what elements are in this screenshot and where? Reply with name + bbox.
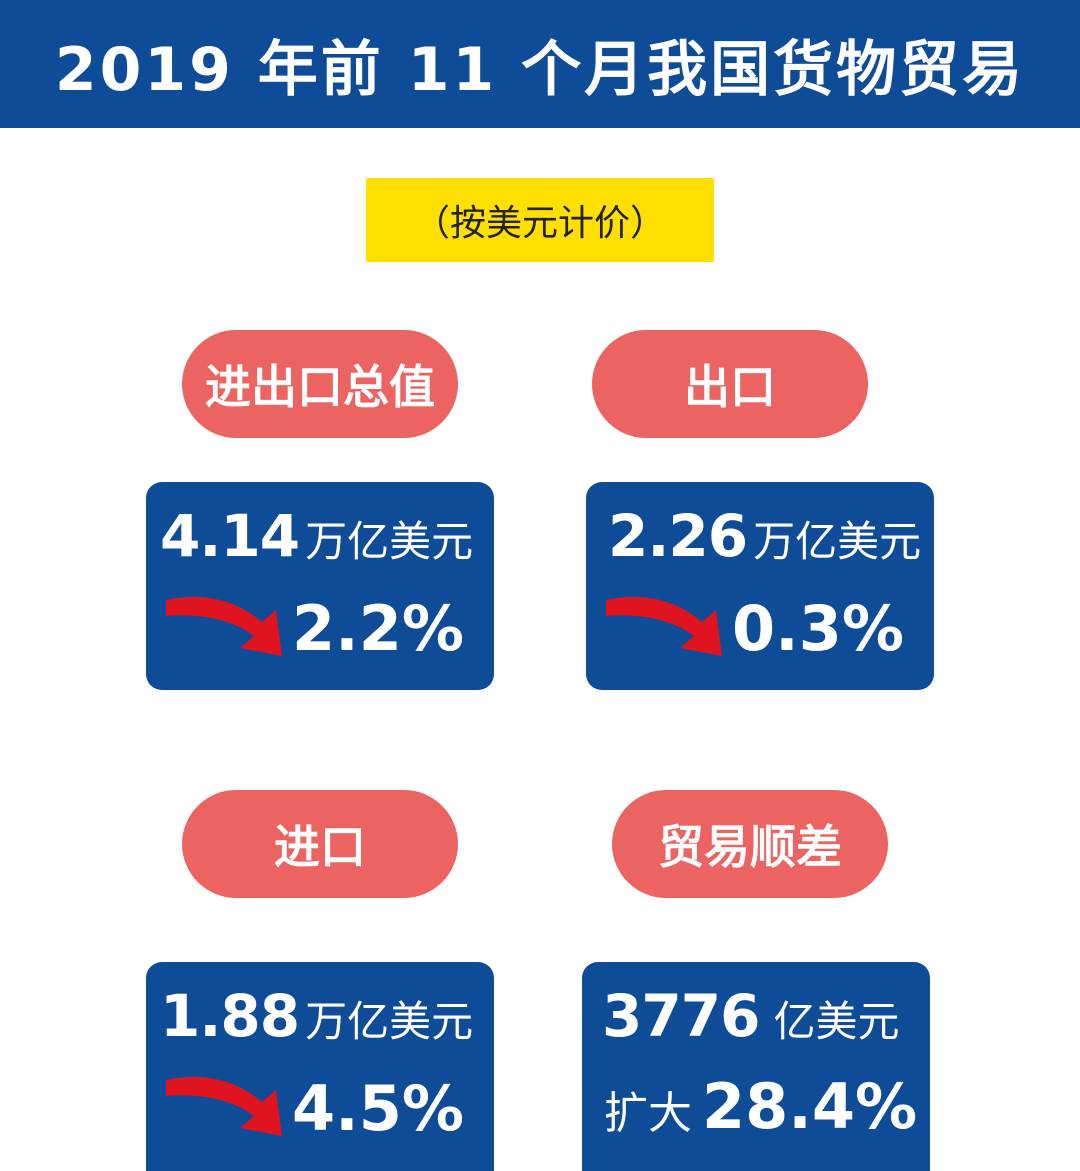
down-arrow-icon (166, 596, 282, 656)
surplus-value-line: 3776 亿美元 (602, 982, 899, 1050)
import-value-line: 1.88 万亿美元 (160, 982, 473, 1050)
surplus-label: 贸易顺差 (658, 820, 842, 874)
surplus-card: 3776 亿美元 扩大 28.4% (582, 962, 930, 1171)
surplus-change-label: 扩大 (604, 1088, 692, 1139)
import-label: 进口 (274, 820, 366, 874)
down-arrow-icon (166, 1076, 282, 1136)
surplus-unit: 亿美元 (773, 997, 900, 1046)
title-banner: 2019 年前 11 个月我国货物贸易 (0, 0, 1080, 128)
export-change: 0.3% (732, 592, 904, 665)
total-label-pill: 进出口总值 (182, 330, 458, 438)
total-unit: 万亿美元 (305, 517, 474, 566)
surplus-change-line: 扩大 28.4% (604, 1070, 917, 1143)
export-unit: 万亿美元 (753, 517, 922, 566)
down-arrow-icon (606, 596, 722, 656)
page-title: 2019 年前 11 个月我国货物贸易 (54, 34, 1026, 105)
export-label: 出口 (684, 360, 776, 414)
import-value: 1.88 (160, 982, 300, 1050)
surplus-change: 28.4% (702, 1070, 918, 1143)
currency-note-text: （按美元计价） (413, 203, 666, 244)
export-card: 2.26 万亿美元 0.3% (586, 482, 934, 690)
surplus-label-pill: 贸易顺差 (612, 790, 888, 898)
import-label-pill: 进口 (182, 790, 458, 898)
export-value-line: 2.26 万亿美元 (608, 502, 921, 570)
total-value-line: 4.14 万亿美元 (160, 502, 473, 570)
export-label-pill: 出口 (592, 330, 868, 438)
total-change: 2.2% (292, 592, 464, 665)
import-change: 4.5% (292, 1072, 464, 1145)
total-value: 4.14 (160, 502, 300, 570)
export-value: 2.26 (608, 502, 748, 570)
currency-note: （按美元计价） (366, 178, 714, 262)
import-card: 1.88 万亿美元 4.5% (146, 962, 494, 1171)
total-card: 4.14 万亿美元 2.2% (146, 482, 494, 690)
total-label: 进出口总值 (205, 360, 435, 414)
import-unit: 万亿美元 (305, 997, 474, 1046)
surplus-value: 3776 (602, 982, 760, 1050)
